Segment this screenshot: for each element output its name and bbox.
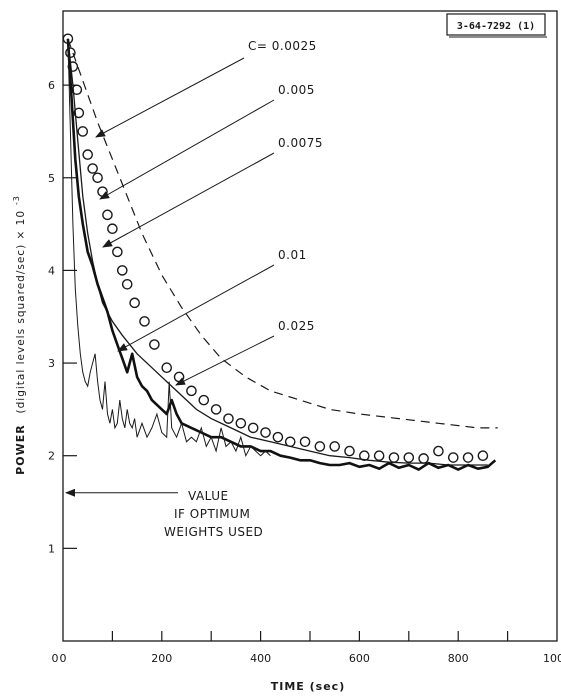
series-0-005-point-16 xyxy=(139,316,150,327)
series-0-005-point-12 xyxy=(112,246,123,258)
series-0-005-point-9 xyxy=(97,186,108,197)
series-0-005-point-40 xyxy=(462,452,474,463)
y-axis-label-main: POWER xyxy=(14,424,27,475)
series-0-005-point-14 xyxy=(121,279,133,290)
series-0-005-point-10 xyxy=(102,209,113,221)
series-0-005-point-11 xyxy=(107,223,118,235)
series-0-005-point-19 xyxy=(173,371,185,383)
series-0-025-line xyxy=(67,38,271,458)
series-0-005-point-30 xyxy=(314,441,326,452)
series-0-005-point-6 xyxy=(82,149,93,160)
series-0-005-point-27 xyxy=(272,431,284,443)
y-tick-label-1: 1 xyxy=(48,542,55,555)
x-tick-label-1000: 1000 xyxy=(543,652,561,665)
series-0-005-point-1 xyxy=(65,47,76,58)
series-0-005-point-24 xyxy=(235,417,247,429)
series-0-005-point-20 xyxy=(186,385,197,397)
y-tick-label-5: 5 xyxy=(48,172,55,185)
annotation-arrow-2 xyxy=(99,99,275,200)
series-0-005-point-17 xyxy=(149,339,160,350)
annotation-layer: C= 0.0025 0.005 0.0075 0.01 0.025 xyxy=(95,39,323,386)
annotation-arrow-4 xyxy=(117,264,275,352)
optimum-label-line-3: WEIGHTS USED xyxy=(164,525,263,539)
optimum-value-annotation: VALUE IF OPTIMUM WEIGHTS USED xyxy=(65,488,263,539)
x-tick-label-0: 0 xyxy=(60,652,67,665)
annotation-label-4: 0.01 xyxy=(278,248,307,262)
series-0-005-point-36 xyxy=(403,452,415,463)
series-0-005-point-41 xyxy=(477,450,489,462)
series-0-005-point-38 xyxy=(433,445,444,457)
y-tick-label-6: 6 xyxy=(48,79,55,92)
y-axis-label-exponent: -3 xyxy=(12,195,21,205)
x-tick-label-400: 400 xyxy=(250,652,271,665)
annotation-arrow-5 xyxy=(175,335,275,386)
series-layer xyxy=(62,33,498,471)
series-0-005-point-32 xyxy=(344,445,355,457)
series-0-005-point-4 xyxy=(73,107,85,119)
axis-ticks: 0 200 400 600 800 1000 1 2 3 4 5 6 0 xyxy=(48,79,561,665)
series-0-005-point-5 xyxy=(77,126,89,137)
series-0-005-point-34 xyxy=(373,450,385,462)
series-0-005 xyxy=(62,33,489,464)
x-axis-label: TIME (sec) xyxy=(271,680,345,693)
series-c-0-0025-line xyxy=(67,38,498,429)
figure-id: 3-64-7292 (1) xyxy=(457,21,535,32)
y-axis-label-units: (digital levels squared/sec) × 10 xyxy=(15,210,27,413)
y-tick-label-4: 4 xyxy=(48,264,55,277)
series-0-005-point-23 xyxy=(223,413,234,424)
annotation-label-3: 0.0075 xyxy=(278,136,323,150)
optimum-label-line-2: IF OPTIMUM xyxy=(174,507,250,521)
series-0-005-point-33 xyxy=(359,450,370,462)
series-0-005-point-29 xyxy=(299,436,311,448)
series-0-005-point-18 xyxy=(161,362,173,373)
svg-text:POWER (digital levels sq: POWER (digital levels squared/sec) × 10 … xyxy=(12,195,27,475)
x-tick-label-200: 200 xyxy=(151,652,172,665)
annotation-label-2: 0.005 xyxy=(278,83,315,97)
series-0-0075-line xyxy=(67,38,488,466)
series-0-005-point-26 xyxy=(260,427,271,438)
series-0-005-point-25 xyxy=(247,422,259,434)
series-0-01-line xyxy=(66,38,497,471)
annotation-arrow-1 xyxy=(95,57,245,138)
figure-id-box: 3-64-7292 (1) xyxy=(446,13,547,38)
x-tick-label-800: 800 xyxy=(448,652,469,665)
series-0-005-point-35 xyxy=(388,452,400,463)
annotation-label-1: C= 0.0025 xyxy=(248,39,317,53)
series-0-005-point-37 xyxy=(418,453,429,464)
y-tick-label-2: 2 xyxy=(48,450,55,463)
series-0-005-point-39 xyxy=(447,452,459,463)
optimum-label-line-1: VALUE xyxy=(188,489,229,503)
annotation-label-5: 0.025 xyxy=(278,319,315,333)
series-0-005-point-15 xyxy=(129,297,140,309)
y-axis-label: POWER (digital levels squared/sec) × 10 … xyxy=(12,195,27,475)
series-0-005-point-21 xyxy=(198,394,210,406)
series-0-005-point-31 xyxy=(329,441,341,452)
series-0-005-point-13 xyxy=(116,265,128,276)
x-tick-label-600: 600 xyxy=(349,652,370,665)
series-0-005-point-7 xyxy=(87,163,98,174)
origin-label: 0 xyxy=(52,652,59,665)
series-0-005-point-22 xyxy=(210,404,222,415)
series-0-005-point-8 xyxy=(92,172,103,184)
annotation-arrow-3 xyxy=(102,152,275,248)
y-tick-label-3: 3 xyxy=(48,357,55,370)
